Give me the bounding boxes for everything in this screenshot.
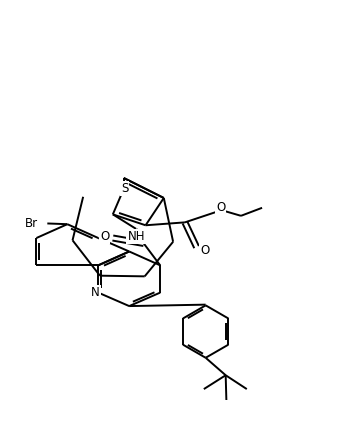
Text: O: O [216, 201, 225, 215]
Text: Br: Br [25, 217, 38, 230]
Text: O: O [100, 230, 110, 243]
Text: O: O [200, 244, 209, 256]
Text: N: N [91, 286, 100, 299]
Text: S: S [121, 182, 128, 195]
Text: NH: NH [127, 231, 145, 243]
